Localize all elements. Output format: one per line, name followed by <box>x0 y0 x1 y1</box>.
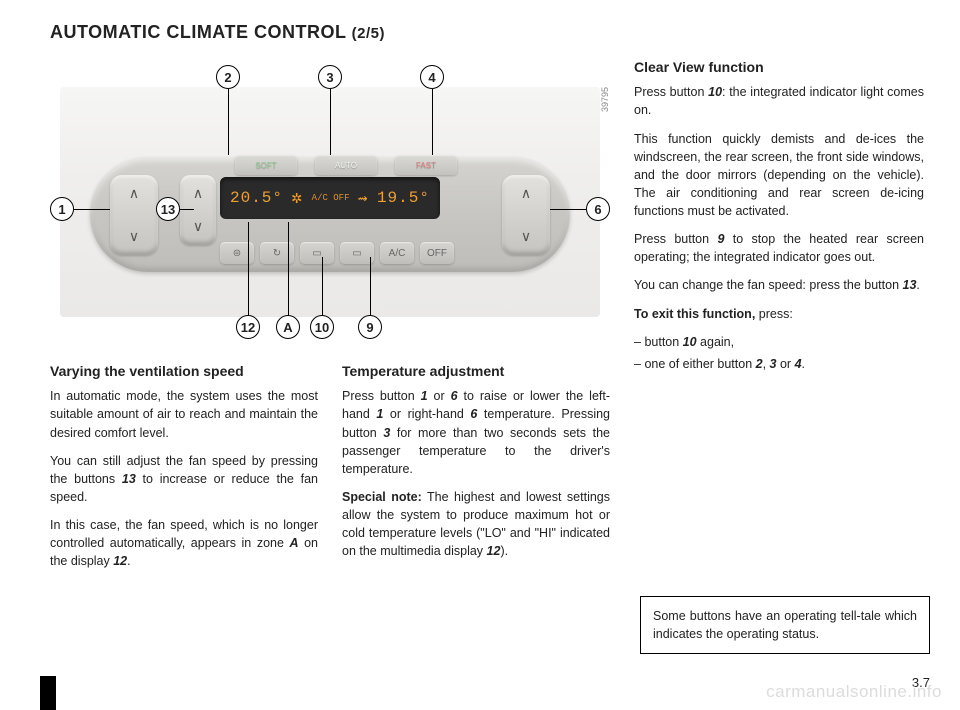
clearview-heading: Clear View function <box>634 57 924 77</box>
callout-10: 10 <box>310 315 334 339</box>
lcd-left-temp: 20.5° <box>230 189 283 207</box>
callout-6: 6 <box>586 197 610 221</box>
exit-item-2: one of either button 2, 3 or 4. <box>634 355 924 373</box>
note-box: Some buttons have an operating tell-tale… <box>640 596 930 654</box>
leader-1 <box>74 209 110 210</box>
clearview-p4: You can change the fan speed: press the … <box>634 276 924 294</box>
temperature-heading: Temperature adjustment <box>342 361 610 381</box>
left-temp-rocker: ∧∨ <box>110 175 158 255</box>
column-ventilation: Varying the ventilation speed In automat… <box>50 361 318 580</box>
leader-12 <box>248 222 249 315</box>
clearview-p1: Press button 10: the integrated indicato… <box>634 83 924 119</box>
title-sub: (2/5) <box>352 25 385 42</box>
temperature-p1: Press button 1 or 6 to raise or lower th… <box>342 387 610 478</box>
leader-9 <box>370 257 371 315</box>
clearview-p5: To exit this function, press: <box>634 305 924 323</box>
acoff-label: A/C OFF <box>312 193 350 203</box>
fan-icon: ✲ <box>291 187 303 209</box>
leader-4 <box>432 89 433 155</box>
callout-4: 4 <box>420 65 444 89</box>
rear-defrost-button: ▭ <box>340 242 374 264</box>
leader-6 <box>550 209 586 210</box>
column-temperature: Temperature adjustment Press button 1 or… <box>342 361 610 580</box>
airflow-icon: ⇝ <box>358 188 369 208</box>
watermark: carmanualsonline.info <box>766 682 942 702</box>
right-temp-rocker: ∧∨ <box>502 175 550 255</box>
auto-button: AUTO <box>315 155 377 175</box>
lcd-right-temp: 19.5° <box>377 189 430 207</box>
off-button: OFF <box>420 242 454 264</box>
callout-9: 9 <box>358 315 382 339</box>
front-defrost-button: ▭ <box>300 242 334 264</box>
clearview-p3: Press button 9 to stop the heated rear s… <box>634 230 924 266</box>
clearview-p2: This function quickly demists and de-ice… <box>634 130 924 221</box>
callout-13: 13 <box>156 197 180 221</box>
ventilation-p3: In this case, the fan speed, which is no… <box>50 516 318 570</box>
leader-2 <box>228 89 229 155</box>
page-title: AUTOMATIC CLIMATE CONTROL (2/5) <box>50 22 930 43</box>
title-main: AUTOMATIC CLIMATE CONTROL <box>50 22 352 42</box>
ac-button: A/C <box>380 242 414 264</box>
lcd-display: 20.5° ✲ A/C OFF ⇝ 19.5° <box>220 177 440 219</box>
ventilation-p1: In automatic mode, the system uses the m… <box>50 387 318 441</box>
leader-3 <box>330 89 331 155</box>
temperature-p2: Special note: The highest and lowest set… <box>342 488 610 561</box>
soft-button: SOFT <box>235 155 297 175</box>
bottom-button-row: ⊜ ↻ ▭ ▭ A/C OFF <box>220 242 454 264</box>
column-clearview: Clear View function Press button 10: the… <box>634 57 924 580</box>
exit-item-1: button 10 again, <box>634 333 924 351</box>
leader-A <box>288 222 289 315</box>
callout-3: 3 <box>318 65 342 89</box>
leader-13 <box>180 209 194 210</box>
climate-panel-diagram: 39795 SOFT AUTO FAST ∧∨ ∧∨ ∧∨ 20.5° ✲ A/… <box>50 57 610 347</box>
section-tab <box>40 676 56 710</box>
callout-12: 12 <box>236 315 260 339</box>
image-code: 39795 <box>600 87 610 112</box>
fast-button: FAST <box>395 155 457 175</box>
ventilation-heading: Varying the ventilation speed <box>50 361 318 381</box>
leader-10 <box>322 257 323 315</box>
callout-2: 2 <box>216 65 240 89</box>
fan-rocker: ∧∨ <box>180 175 216 245</box>
callout-A: A <box>276 315 300 339</box>
ventilation-p2: You can still adjust the fan speed by pr… <box>50 452 318 506</box>
callout-1: 1 <box>50 197 74 221</box>
